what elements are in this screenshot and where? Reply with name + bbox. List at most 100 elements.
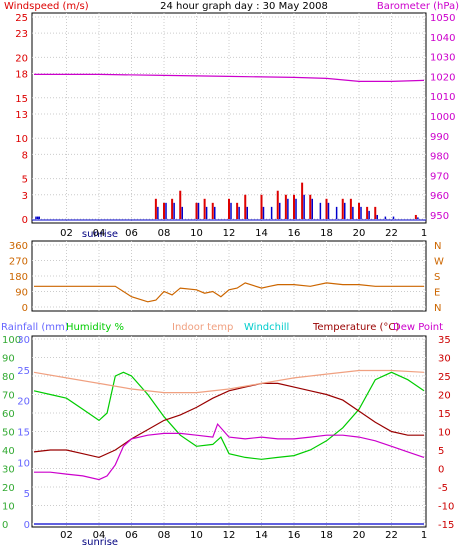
direction-tick-label: 180 bbox=[9, 272, 28, 283]
temperature-tick-label: 35 bbox=[438, 335, 451, 346]
windspeed-tick-label: 23 bbox=[15, 29, 28, 40]
temperature-line bbox=[33, 382, 424, 459]
x-tick-label: 16 bbox=[288, 530, 301, 541]
barometer-tick-label: 1020 bbox=[430, 72, 455, 83]
temperature-axis-title: Temperature (°C) bbox=[312, 322, 399, 333]
windchill-legend: Windchill bbox=[244, 322, 289, 333]
humidity-tick-label: 80 bbox=[2, 372, 15, 383]
direction-panel-frame bbox=[31, 240, 427, 312]
x-tick-label: 14 bbox=[255, 530, 268, 541]
humidity-axis-title: Humidity % bbox=[66, 322, 124, 333]
direction-tick-label: 0 bbox=[22, 303, 28, 314]
compass-tick-label: N bbox=[434, 303, 441, 314]
x-tick-label: 04 bbox=[93, 228, 106, 239]
humidity-tick-label: 90 bbox=[2, 354, 15, 365]
x-tick-label: 14 bbox=[255, 228, 268, 239]
windspeed-tick-label: 25 bbox=[15, 13, 28, 24]
x-tick-label: 22 bbox=[385, 530, 398, 541]
x-tick-label: 06 bbox=[125, 228, 138, 239]
rainfall-tick-label: 20 bbox=[17, 397, 30, 408]
direction-tick-label: 270 bbox=[9, 257, 28, 268]
x-tick-label: 20 bbox=[353, 530, 366, 541]
direction-tick-label: 360 bbox=[9, 241, 28, 252]
windspeed-tick-label: 20 bbox=[15, 53, 28, 64]
x-tick-label: 08 bbox=[158, 228, 171, 239]
x-tick-label: 1 bbox=[421, 530, 427, 541]
windspeed-tick-label: 13 bbox=[15, 110, 28, 121]
rainfall-tick-label: 0 bbox=[24, 520, 30, 531]
compass-tick-label: N bbox=[434, 241, 441, 252]
barometer-axis-title: Barometer (hPa) bbox=[377, 1, 459, 12]
barometer-tick-label: 980 bbox=[430, 152, 449, 163]
x-tick-label: 02 bbox=[60, 228, 73, 239]
x-tick-label: 16 bbox=[288, 228, 301, 239]
humidity-tick-label: 70 bbox=[2, 391, 15, 402]
x-tick-label: 12 bbox=[223, 530, 236, 541]
temperature-tick-label: 25 bbox=[438, 372, 451, 383]
x-tick-label: 04 bbox=[93, 530, 106, 541]
graph-title: 24 hour graph day : 30 May 2008 bbox=[160, 1, 328, 12]
x-tick-label: 1 bbox=[421, 228, 427, 239]
direction-tick-label: 90 bbox=[15, 288, 28, 299]
compass-tick-label: S bbox=[434, 272, 440, 283]
humidity-tick-label: 10 bbox=[2, 502, 15, 513]
x-tick-label: 08 bbox=[158, 530, 171, 541]
windspeed-axis-title: Windspeed (m/s) bbox=[4, 1, 89, 12]
humidity-line bbox=[33, 371, 425, 460]
rainfall-tick-label: 25 bbox=[17, 366, 30, 377]
compass-tick-label: W bbox=[434, 257, 444, 268]
temperature-tick-label: -10 bbox=[438, 502, 454, 513]
temperature-tick-label: 30 bbox=[438, 354, 451, 365]
temperature-tick-label: 15 bbox=[438, 409, 451, 420]
windspeed-tick-label: 8 bbox=[22, 150, 28, 161]
barometer-tick-label: 1010 bbox=[430, 92, 455, 103]
humidity-tick-label: 100 bbox=[2, 335, 21, 346]
windspeed-tick-label: 5 bbox=[22, 175, 28, 186]
dewpoint-line bbox=[34, 422, 425, 481]
humidity-tick-label: 30 bbox=[2, 465, 15, 476]
barometer-tick-label: 1030 bbox=[430, 53, 455, 64]
dewpoint-legend: Dew Point bbox=[393, 322, 443, 333]
windspeed-tick-label: 3 bbox=[22, 191, 28, 202]
rainfall-tick-label: 30 bbox=[17, 335, 30, 346]
x-tick-label: 18 bbox=[320, 228, 333, 239]
sunrise-label-top: sunrise bbox=[82, 229, 118, 240]
humidity-tick-label: 50 bbox=[2, 428, 15, 439]
compass-tick-label: E bbox=[434, 288, 440, 299]
rainfall-tick-label: 5 bbox=[24, 489, 30, 500]
humidity-tick-label: 20 bbox=[2, 483, 15, 494]
x-tick-label: 06 bbox=[125, 530, 138, 541]
barometer-tick-label: 990 bbox=[430, 132, 449, 143]
x-tick-label: 22 bbox=[385, 228, 398, 239]
indoor-temp-line bbox=[33, 369, 425, 394]
temperature-tick-label: 10 bbox=[438, 428, 451, 439]
barometer-tick-label: 970 bbox=[430, 171, 449, 182]
windspeed-tick-label: 18 bbox=[15, 70, 28, 81]
rainfall-tick-label: 15 bbox=[17, 428, 30, 439]
barometer-tick-label: 960 bbox=[430, 191, 449, 202]
windspeed-tick-label: 10 bbox=[15, 134, 28, 145]
x-tick-label: 10 bbox=[190, 228, 203, 239]
windspeed-tick-label: 0 bbox=[22, 215, 28, 226]
windspeed-tick-label: 15 bbox=[15, 94, 28, 105]
barometer-tick-label: 1040 bbox=[430, 33, 455, 44]
temperature-tick-label: 20 bbox=[438, 391, 451, 402]
x-tick-label: 10 bbox=[190, 530, 203, 541]
barometer-tick-label: 1000 bbox=[430, 112, 455, 123]
humidity-tick-label: 40 bbox=[2, 446, 15, 457]
x-tick-label: 12 bbox=[223, 228, 236, 239]
x-tick-label: 20 bbox=[353, 228, 366, 239]
rainfall-axis-title: Rainfall (mm) bbox=[1, 322, 69, 333]
x-tick-label: 18 bbox=[320, 530, 333, 541]
temperature-tick-label: 5 bbox=[438, 446, 444, 457]
temperature-tick-label: -5 bbox=[438, 483, 448, 494]
barometer-line bbox=[34, 73, 425, 83]
x-tick-label: 02 bbox=[60, 530, 73, 541]
rainfall-tick-label: 10 bbox=[17, 458, 30, 469]
sunrise-label-bottom: sunrise bbox=[82, 537, 118, 548]
indoor-temp-legend: Indoor temp bbox=[172, 322, 233, 333]
humidity-tick-label: 60 bbox=[2, 409, 15, 420]
humidity-tick-label: 0 bbox=[2, 520, 8, 531]
temperature-tick-label: 0 bbox=[438, 465, 444, 476]
